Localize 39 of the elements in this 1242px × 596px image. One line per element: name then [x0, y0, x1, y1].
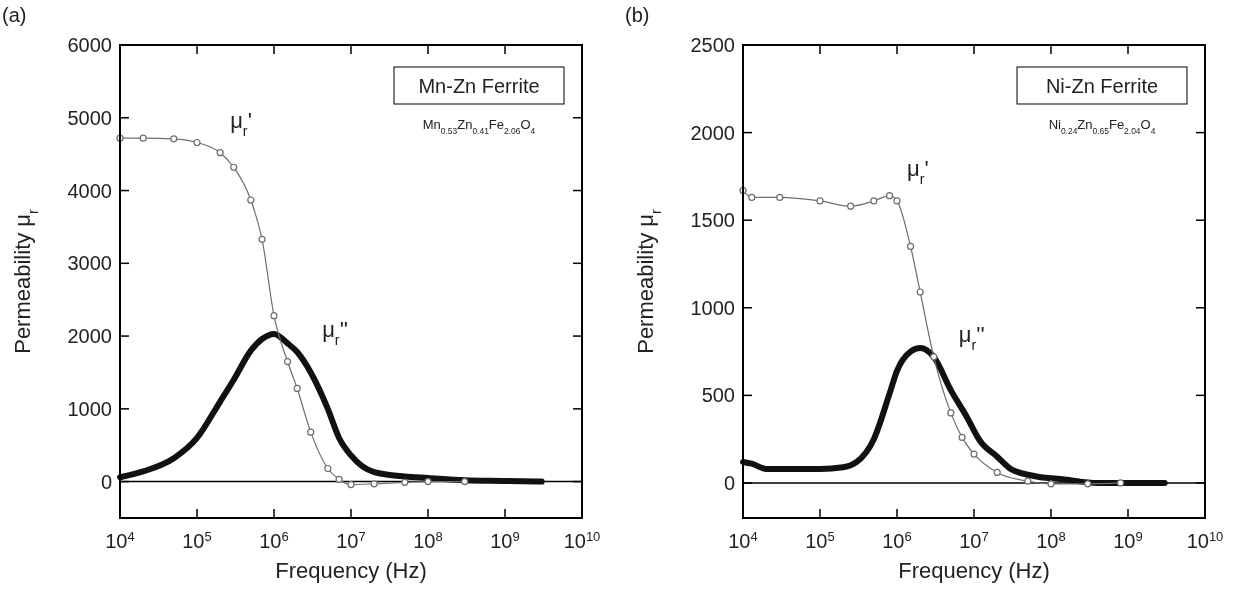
series-label: μ$_{r}$''	[958, 321, 985, 353]
y-tick-label: 1000	[690, 296, 735, 319]
y-tick-label: 2000	[67, 325, 112, 348]
text: Mn$_{0.53}$Zn$_{0.41}$Fe$_{2.06}$O$_{4}$	[422, 117, 536, 136]
x-axis-title: Frequency (Hz)	[898, 558, 1050, 583]
y-tick-label: 4000	[67, 179, 112, 202]
y-tick-label: 2500	[690, 34, 735, 56]
x-tick-label: 10$^{6}$	[882, 528, 912, 552]
x-tick-label: 10$^{5}$	[805, 528, 835, 552]
y-tick-label: 2000	[690, 121, 735, 144]
x-tick-label: 10$^{8}$	[1036, 528, 1066, 552]
x-tick-label: 10$^{9}$	[490, 528, 520, 552]
x-tick-label: 10$^{5}$	[182, 528, 212, 552]
y-tick-label: 0	[723, 471, 735, 494]
series-label: μ$_{r}$'	[230, 107, 252, 139]
x-tick-label: 10$^{4}$	[105, 528, 135, 552]
x-tick-label: 10$^{10}$	[563, 528, 601, 552]
x-tick-label: 10$^{9}$	[1113, 528, 1143, 552]
y-tick-label: 1500	[690, 209, 735, 232]
text: Mn-Zn Ferrite	[418, 75, 540, 97]
y-tick-label: 1000	[67, 397, 112, 420]
x-tick-label: 10$^{8}$	[413, 528, 443, 552]
x-tick-label: 10$^{7}$	[959, 528, 989, 552]
text: (a)	[2, 4, 27, 26]
x-tick-label: 10$^{4}$	[728, 528, 758, 552]
text: Ni-Zn Ferrite	[1045, 75, 1159, 97]
x-tick-label: 10$^{7}$	[336, 528, 366, 552]
y-tick-label: 6000	[67, 34, 112, 56]
text: (b)	[625, 4, 650, 26]
series-label: μ$_{r}$''	[322, 317, 349, 349]
x-tick-label: 10$^{10}$	[1186, 528, 1224, 552]
y-tick-label: 500	[701, 384, 735, 407]
y-tick-label: 0	[100, 470, 112, 493]
x-tick-label: 10$^{6}$	[259, 528, 289, 552]
y-tick-label: 3000	[67, 252, 112, 275]
y-tick-label: 5000	[67, 106, 112, 129]
text: Ni$_{0.24}$Zn$_{0.65}$Fe$_{2.04}$O$_{4}$	[1048, 117, 1156, 136]
series-label: μ$_{r}$'	[907, 155, 929, 187]
x-axis-title: Frequency (Hz)	[275, 558, 427, 583]
